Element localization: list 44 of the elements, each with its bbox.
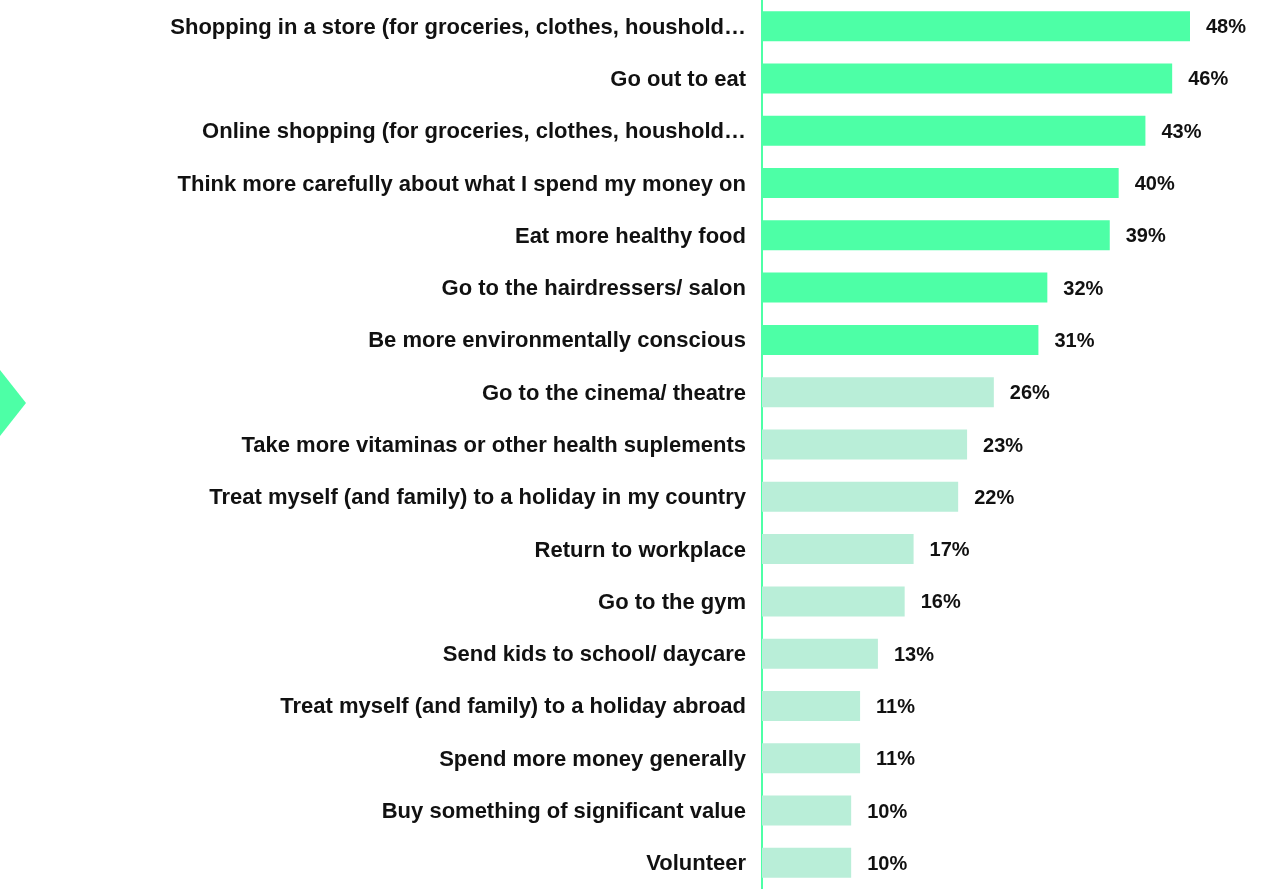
y-tick-label: Treat myself (and family) to a holiday abroad [280,693,746,719]
y-tick-label: Online shopping (for groceries, clothes, houshold… [202,118,746,144]
y-tick-label: Treat myself (and family) to a holiday in my country [209,484,747,510]
data-label: 40% [1134,172,1175,195]
data-label: 10% [867,799,908,822]
bar [762,638,878,669]
y-tick-label: Shopping in a store (for groceries, clothes, houshold… [170,13,746,39]
bar [762,586,905,617]
data-label: 48% [1206,15,1247,38]
data-label: 11% [876,747,916,770]
bar [762,429,968,460]
y-tick-label: Go to the gym [598,588,746,614]
data-label: 32% [1063,276,1104,299]
bar [762,743,861,774]
data-label: 22% [974,485,1015,508]
data-label: 13% [893,642,935,665]
y-tick-label: Buy something of significant value [381,798,746,824]
data-label: 39% [1125,224,1166,247]
y-tick-label: Spend more money generally [439,745,747,771]
bar [762,481,959,512]
data-label: 11% [876,694,916,717]
y-tick-label: Take more vitaminas or other health suplements [241,432,746,457]
data-label: 26% [1009,381,1051,404]
bar [762,534,914,565]
y-tick-label: Go out to eat [610,65,747,91]
bar [762,795,852,826]
y-tick-label: Return to workplace [534,536,746,562]
bar [762,690,861,721]
data-label: 17% [929,538,970,561]
y-tick-label: Volunteer [646,850,747,876]
y-tick-label: Eat more healthy food [514,222,746,248]
y-tick-label: Think more carefully about what I spend my money on [177,170,746,196]
data-label: 31% [1054,328,1095,351]
bar [762,847,852,878]
data-label: 16% [920,590,961,613]
data-label: 43% [1161,119,1202,142]
y-tick-label: Send kids to school/ daycare [442,641,746,667]
y-tick-label: Be more environmentally conscious [368,327,746,353]
data-label: 10% [867,851,908,874]
data-label: 46% [1188,67,1229,90]
data-label: 23% [983,433,1024,456]
bar [762,377,994,408]
y-tick-label: Go to the hairdressers/ salon [441,275,746,301]
y-tick-label: Go to the cinema/ theatre [481,379,746,405]
